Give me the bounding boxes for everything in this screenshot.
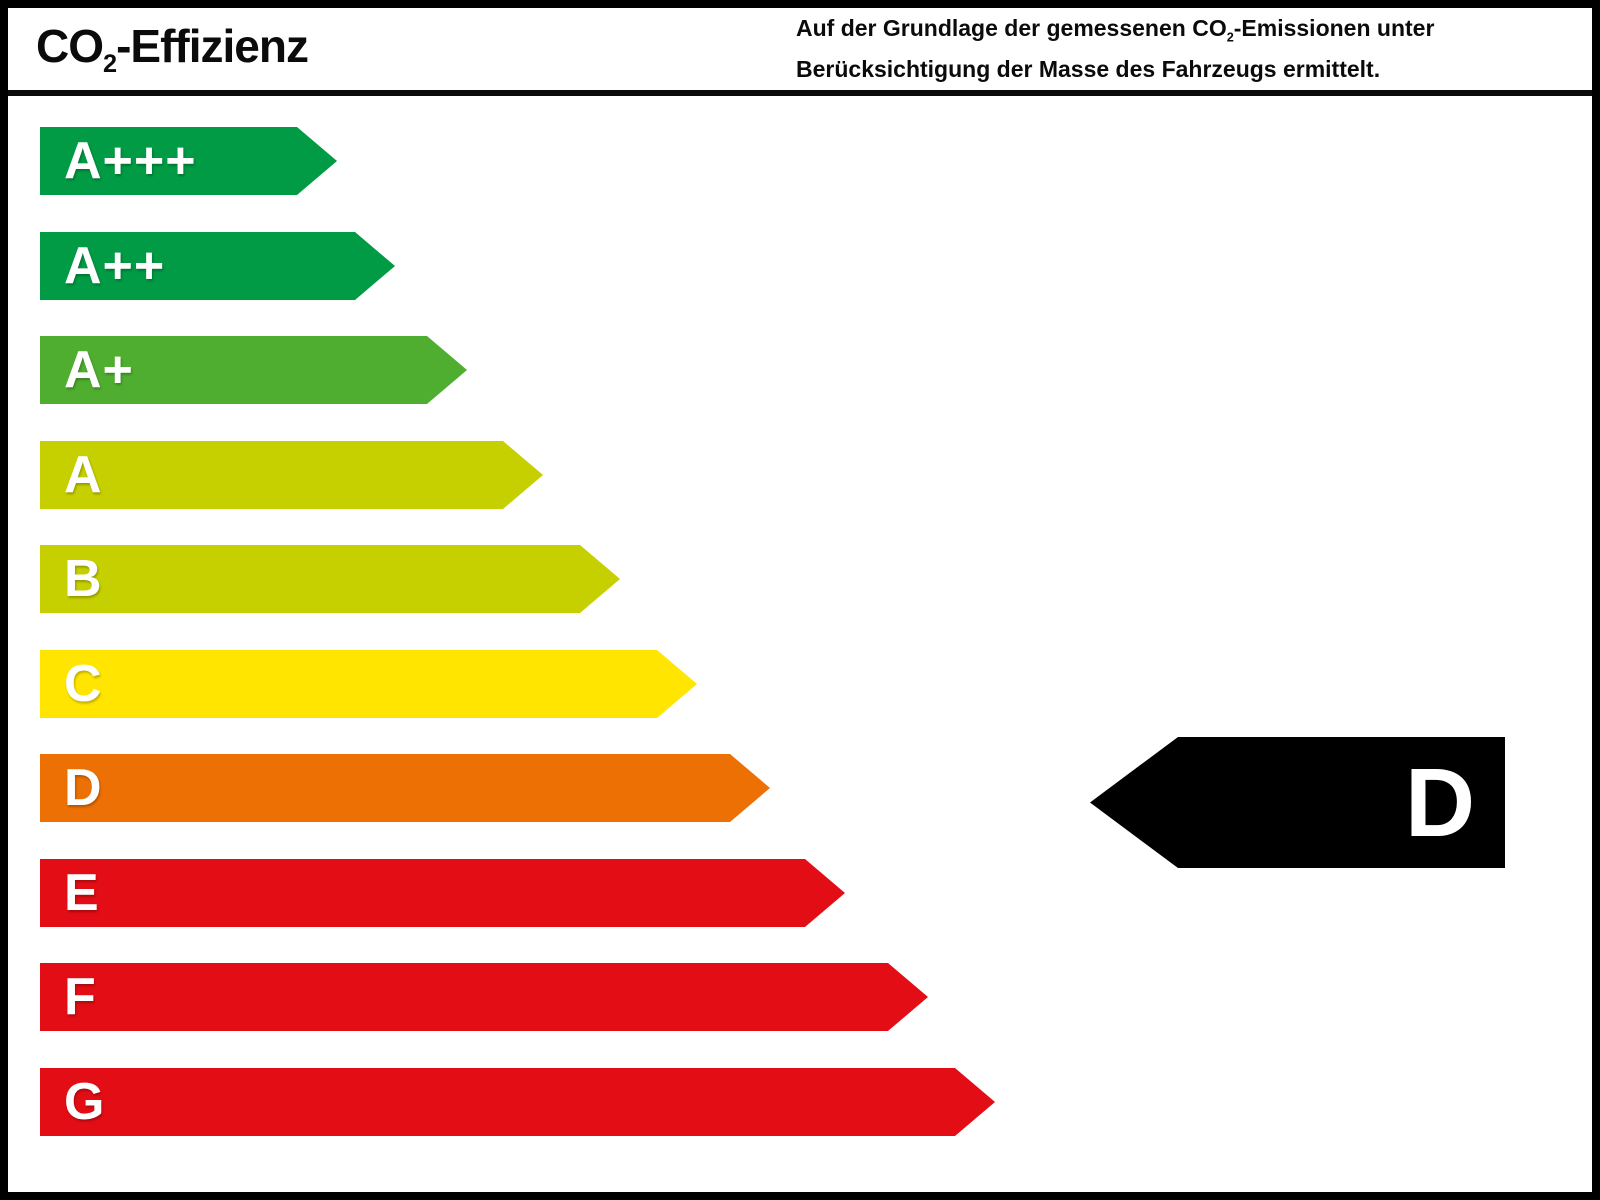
bar-g: G (40, 1068, 995, 1136)
title-subscript-2: 2 (103, 50, 117, 79)
bar-c: C (40, 650, 697, 718)
note-subscript-2: 2 (1226, 30, 1234, 45)
bar-a2plus: A++ (40, 232, 395, 300)
bar-a: A (40, 441, 543, 509)
rating-label: D (1404, 748, 1475, 857)
bar-label-a2plus: A++ (64, 237, 166, 295)
bar-label-a3plus: A+++ (64, 132, 197, 190)
bar-label-e: E (64, 864, 100, 922)
page-title: CO2-Effizienz (36, 19, 309, 79)
bar-a3plus: A+++ (40, 127, 337, 195)
title-co: CO (36, 19, 104, 72)
bar-f: F (40, 963, 928, 1031)
bar-label-c: C (64, 655, 103, 713)
title-suffix: -Effizienz (116, 19, 309, 72)
bar-e: E (40, 859, 845, 927)
bar-label-g: G (64, 1073, 106, 1131)
header-note-line2: Berücksichtigung der Masse des Fahrzeugs… (796, 55, 1381, 82)
note-line1-suffix: -Emissionen unter (1233, 15, 1435, 42)
header-note: Auf der Grundlage der gemessenen CO2-Emi… (796, 13, 1496, 85)
bar-label-d: D (64, 759, 103, 817)
bar-d: D (40, 754, 770, 822)
bar-label-f: F (64, 968, 97, 1026)
bar-label-b: B (64, 550, 103, 608)
rating-arrow: D (1090, 737, 1505, 868)
note-line1-prefix: Auf der Grundlage der gemessenen CO (796, 15, 1227, 42)
bar-label-a1plus: A+ (64, 341, 134, 399)
bar-b: B (40, 545, 620, 613)
header: CO2-Effizienz Auf der Grundlage der geme… (8, 8, 1592, 96)
bar-label-a: A (64, 446, 103, 504)
header-note-line1: Auf der Grundlage der gemessenen CO2-Emi… (796, 13, 1496, 54)
bar-a1plus: A+ (40, 336, 467, 404)
